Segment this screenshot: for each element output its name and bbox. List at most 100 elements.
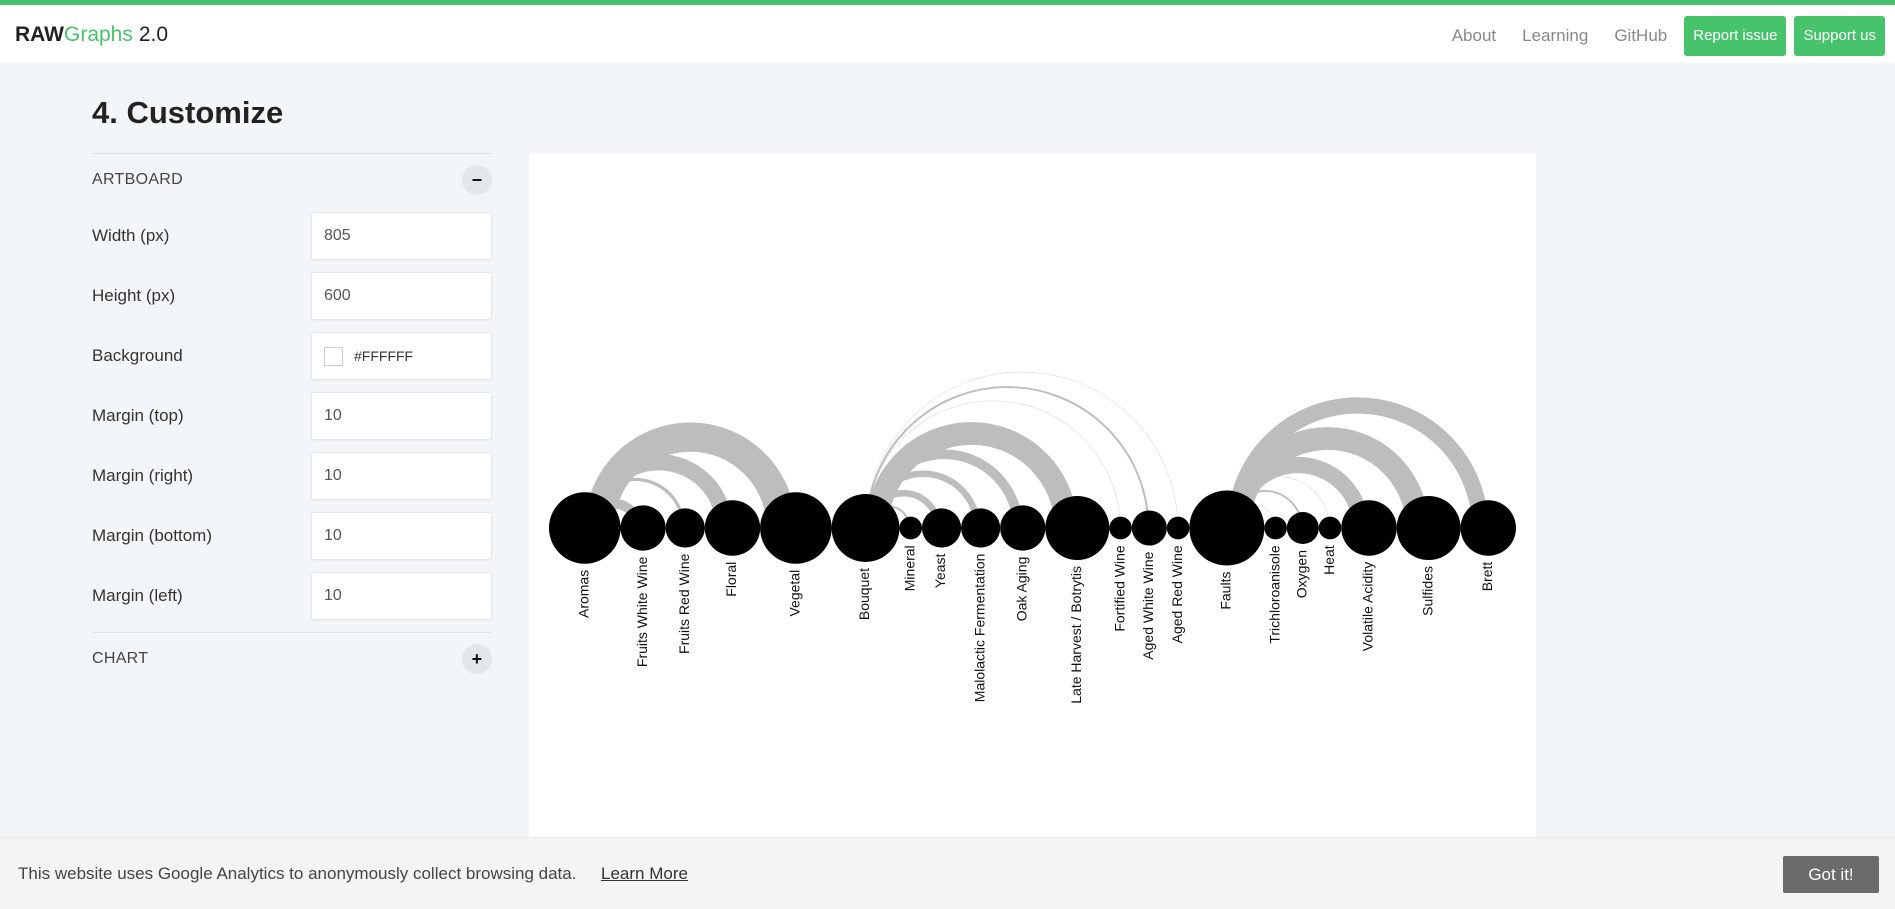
collapse-artboard-button[interactable]: − (462, 165, 492, 195)
margin-right-label: Margin (right) (92, 466, 194, 485)
node-circle[interactable] (760, 492, 832, 564)
nav-learning-link[interactable]: Learning (1522, 26, 1589, 45)
background-hex-value[interactable]: #FFFFFF (354, 348, 414, 364)
cookie-accept-button[interactable]: Got it! (1783, 856, 1879, 893)
height-label: Height (px) (92, 286, 176, 305)
section-title: 4. Customize (92, 95, 284, 130)
width-label: Width (px) (92, 226, 170, 245)
margin-right-field[interactable] (311, 452, 492, 500)
node-circle[interactable] (1396, 496, 1461, 560)
node-circle[interactable] (549, 492, 621, 564)
margin-left-input[interactable] (324, 587, 474, 605)
margin-bottom-field[interactable] (311, 512, 492, 560)
node-label: Volatile Acidity (1360, 562, 1376, 652)
node-circle[interactable] (1341, 500, 1397, 556)
node-label: Oak Aging (1013, 557, 1029, 622)
node-label: Sulfides (1419, 566, 1435, 616)
learn-more-link[interactable]: Learn More (601, 864, 688, 883)
chart-heading: CHART (92, 650, 149, 667)
node-label: Malolactic Fermentation (971, 554, 987, 703)
width-row: Width (px) (92, 206, 492, 266)
margin-top-label: Margin (top) (92, 406, 184, 425)
margin-top-row: Margin (top) (92, 386, 492, 446)
margin-bottom-input[interactable] (324, 527, 474, 545)
node-label: Bouquet (856, 568, 872, 620)
background-color-field[interactable]: #FFFFFF (311, 332, 492, 380)
node-circle[interactable] (1166, 516, 1190, 540)
arc-link (865, 371, 1179, 529)
node-label: Late Harvest / Botrytis (1068, 566, 1084, 704)
node-circle[interactable] (1131, 510, 1167, 546)
arc-diagram-chart: Aromas Fruits White Wine Fruits Red Wine Fl… (549, 371, 1516, 704)
node-label: Floral (723, 562, 739, 597)
node-circle[interactable] (1318, 516, 1342, 540)
artboard-heading: ARTBOARD (92, 171, 184, 188)
node-label: Fruits White Wine (634, 556, 650, 667)
margin-left-row: Margin (left) (92, 566, 492, 626)
report-issue-button[interactable]: Report issue (1684, 16, 1787, 56)
node-circle[interactable] (1000, 505, 1046, 551)
margin-left-label: Margin (left) (92, 586, 183, 605)
margin-top-input[interactable] (324, 407, 474, 425)
arc-link (584, 422, 796, 529)
nav-menu: About Learning GitHub Report issue Suppo… (1443, 14, 1885, 58)
node-circle[interactable] (921, 508, 962, 548)
expand-chart-button[interactable]: + (462, 644, 492, 674)
brand-graphs: Graphs (64, 23, 133, 46)
node-circle[interactable] (620, 505, 666, 551)
arc-nodes: Aromas Fruits White Wine Fruits Red Wine Fl… (549, 490, 1516, 704)
node-label: Brett (1479, 562, 1495, 592)
background-row: Background #FFFFFF (92, 326, 492, 386)
cookie-banner: This website uses Google Analytics to an… (0, 837, 1895, 909)
node-label: Faults (1218, 572, 1234, 610)
node-label: Fruits Red Wine (676, 553, 692, 654)
node-label: Aged Red Wine (1169, 545, 1185, 643)
node-circle[interactable] (1189, 490, 1265, 566)
brand-version: 2.0 (138, 23, 169, 46)
height-input[interactable] (324, 287, 474, 305)
background-label: Background (92, 346, 183, 365)
arc-link (865, 386, 1150, 529)
node-label: Fortified Wine (1111, 545, 1127, 632)
node-label: Yeast (932, 553, 948, 588)
nav-about-link[interactable]: About (1451, 26, 1497, 45)
chart-artboard: Aromas Fruits White Wine Fruits Red Wine Fl… (529, 153, 1536, 838)
node-label: Aromas (575, 570, 591, 618)
support-us-button[interactable]: Support us (1794, 16, 1885, 56)
arc-link (1226, 397, 1489, 529)
node-circle[interactable] (1045, 496, 1110, 560)
color-swatch[interactable] (324, 346, 343, 366)
node-label: Heat (1321, 545, 1337, 575)
brand-raw: RAW (15, 23, 64, 46)
cookie-message: This website uses Google Analytics to an… (18, 864, 577, 883)
margin-right-input[interactable] (324, 467, 474, 485)
node-circle[interactable] (831, 494, 900, 562)
node-circle[interactable] (1264, 516, 1287, 540)
brand-logo[interactable]: RAWGraphs 2.0 (15, 23, 168, 47)
node-label: Trichloroanisole (1266, 545, 1282, 644)
node-label: Aged White Wine (1140, 551, 1156, 659)
node-circle[interactable] (665, 508, 705, 548)
node-circle[interactable] (704, 500, 761, 556)
margin-top-field[interactable] (311, 392, 492, 440)
margin-bottom-label: Margin (bottom) (92, 526, 212, 545)
top-navbar: RAWGraphs 2.0 About Learning GitHub Repor… (0, 0, 1895, 63)
artboard-panel-header[interactable]: ARTBOARD − (92, 153, 492, 206)
margin-bottom-row: Margin (bottom) (92, 506, 492, 566)
node-circle[interactable] (1286, 512, 1319, 544)
node-circle[interactable] (1109, 516, 1132, 540)
margin-right-row: Margin (right) (92, 446, 492, 506)
options-panel: ARTBOARD − Width (px) Height (px) Backgr… (92, 153, 492, 685)
height-field[interactable] (311, 272, 492, 320)
node-circle[interactable] (899, 516, 923, 540)
node-circle[interactable] (961, 508, 1001, 548)
node-label: Oxygen (1294, 550, 1310, 598)
node-circle[interactable] (1460, 500, 1516, 556)
margin-left-field[interactable] (311, 572, 492, 620)
nav-github-link[interactable]: GitHub (1614, 26, 1668, 45)
node-label: Mineral (901, 545, 917, 591)
width-input[interactable] (324, 227, 474, 245)
arc-link (865, 422, 1078, 529)
width-field[interactable] (311, 212, 492, 260)
chart-panel-header[interactable]: CHART + (92, 632, 492, 685)
